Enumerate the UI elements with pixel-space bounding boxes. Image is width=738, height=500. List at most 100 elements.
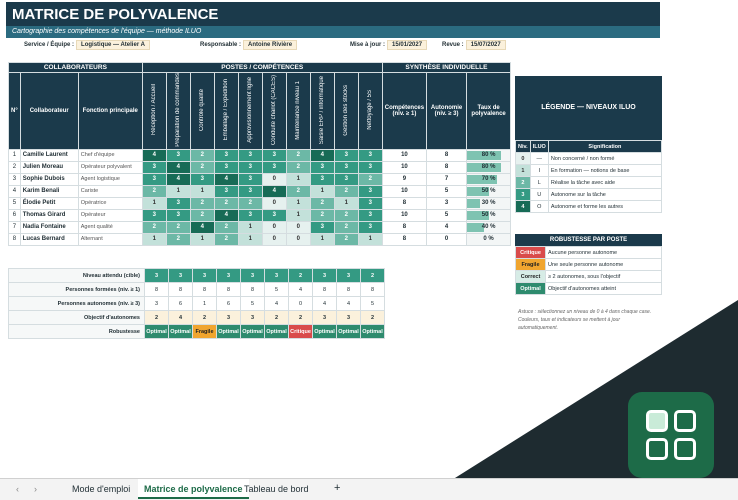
skill-level-cell[interactable]: 3: [237, 184, 263, 198]
skill-level-cell[interactable]: 4: [213, 172, 239, 186]
summary-value[interactable]: 4: [168, 310, 193, 325]
skill-level-cell[interactable]: 3: [261, 148, 287, 162]
tab-prev-arrow[interactable]: ‹: [16, 484, 19, 494]
skill-level-cell[interactable]: 3: [165, 208, 191, 222]
skill-level-cell[interactable]: 1: [309, 184, 335, 198]
skill-level-cell[interactable]: 0: [261, 220, 287, 234]
skill-level-cell[interactable]: 2: [141, 184, 167, 198]
skill-level-cell[interactable]: 2: [189, 148, 215, 162]
skill-level-cell[interactable]: 2: [213, 220, 239, 234]
summary-value[interactable]: 3: [240, 310, 265, 325]
skill-level-cell[interactable]: 3: [141, 172, 167, 186]
skill-level-cell[interactable]: 1: [357, 232, 383, 246]
skill-level-cell[interactable]: 3: [333, 160, 359, 174]
skill-level-cell[interactable]: 2: [165, 220, 191, 234]
skill-level-cell[interactable]: 3: [141, 160, 167, 174]
tab-matrice[interactable]: Matrice de polyvalence: [138, 479, 249, 499]
skill-level-cell[interactable]: 1: [237, 232, 263, 246]
skill-level-cell[interactable]: 4: [261, 184, 287, 198]
skill-level-cell[interactable]: 0: [285, 232, 311, 246]
skill-level-cell[interactable]: 3: [357, 196, 383, 210]
skill-level-cell[interactable]: 2: [333, 208, 359, 222]
skill-level-cell[interactable]: 3: [165, 196, 191, 210]
skill-level-cell[interactable]: 1: [189, 184, 215, 198]
skill-level-cell[interactable]: 3: [213, 184, 239, 198]
summary-value[interactable]: 3: [312, 268, 337, 283]
skill-level-cell[interactable]: 1: [309, 232, 335, 246]
summary-value[interactable]: 2: [288, 310, 313, 325]
skill-level-cell[interactable]: 3: [261, 160, 287, 174]
skill-level-cell[interactable]: 1: [165, 184, 191, 198]
skill-level-cell[interactable]: 2: [141, 220, 167, 234]
skill-level-cell[interactable]: 3: [237, 160, 263, 174]
summary-value[interactable]: 2: [192, 310, 217, 325]
skill-level-cell[interactable]: 2: [357, 172, 383, 186]
skill-level-cell[interactable]: 0: [285, 220, 311, 234]
skill-level-cell[interactable]: 1: [285, 208, 311, 222]
summary-value[interactable]: 3: [312, 310, 337, 325]
skill-level-cell[interactable]: 1: [285, 196, 311, 210]
skill-level-cell[interactable]: 4: [165, 160, 191, 174]
summary-value[interactable]: 2: [144, 310, 169, 325]
skill-level-cell[interactable]: 1: [189, 232, 215, 246]
revue-value[interactable]: 15/07/2027: [465, 40, 506, 50]
skill-level-cell[interactable]: 3: [357, 160, 383, 174]
skill-level-cell[interactable]: 2: [189, 196, 215, 210]
summary-value[interactable]: 3: [264, 268, 289, 283]
skill-level-cell[interactable]: 3: [357, 184, 383, 198]
skill-level-cell[interactable]: 1: [141, 232, 167, 246]
skill-level-cell[interactable]: 4: [165, 172, 191, 186]
skill-level-cell[interactable]: 3: [213, 148, 239, 162]
skill-level-cell[interactable]: 3: [357, 208, 383, 222]
tab-next-arrow[interactable]: ›: [34, 484, 37, 494]
tab-mode-emploi[interactable]: Mode d'emploi: [72, 484, 131, 494]
skill-level-cell[interactable]: 3: [309, 220, 335, 234]
skill-level-cell[interactable]: 4: [309, 148, 335, 162]
skill-level-cell[interactable]: 2: [285, 160, 311, 174]
skill-level-cell[interactable]: 2: [309, 208, 335, 222]
summary-value[interactable]: 3: [216, 268, 241, 283]
summary-value[interactable]: 2: [360, 268, 385, 283]
summary-value[interactable]: 3: [336, 268, 361, 283]
skill-level-cell[interactable]: 2: [213, 196, 239, 210]
skill-level-cell[interactable]: 2: [237, 196, 263, 210]
skill-level-cell[interactable]: 4: [189, 220, 215, 234]
skill-level-cell[interactable]: 3: [237, 208, 263, 222]
add-sheet-button[interactable]: +: [334, 482, 341, 494]
skill-level-cell[interactable]: 4: [141, 148, 167, 162]
skill-level-cell[interactable]: 2: [309, 196, 335, 210]
summary-value[interactable]: 3: [240, 268, 265, 283]
summary-value[interactable]: 3: [216, 310, 241, 325]
skill-level-cell[interactable]: 2: [285, 184, 311, 198]
responsable-value[interactable]: Antoine Rivière: [243, 40, 298, 50]
summary-value[interactable]: 2: [360, 310, 385, 325]
skill-level-cell[interactable]: 3: [189, 172, 215, 186]
skill-level-cell[interactable]: 2: [333, 184, 359, 198]
summary-value[interactable]: 3: [336, 310, 361, 325]
skill-level-cell[interactable]: 1: [285, 172, 311, 186]
skill-level-cell[interactable]: 1: [141, 196, 167, 210]
skill-level-cell[interactable]: 0: [261, 232, 287, 246]
skill-level-cell[interactable]: 3: [357, 148, 383, 162]
skill-level-cell[interactable]: 2: [213, 232, 239, 246]
skill-level-cell[interactable]: 2: [285, 148, 311, 162]
skill-level-cell[interactable]: 3: [165, 148, 191, 162]
skill-level-cell[interactable]: 1: [333, 196, 359, 210]
skill-level-cell[interactable]: 1: [237, 220, 263, 234]
skill-level-cell[interactable]: 3: [237, 172, 263, 186]
skill-level-cell[interactable]: 3: [141, 208, 167, 222]
skill-level-cell[interactable]: 0: [261, 196, 287, 210]
skill-level-cell[interactable]: 2: [165, 232, 191, 246]
summary-value[interactable]: 3: [168, 268, 193, 283]
summary-value[interactable]: 3: [144, 268, 169, 283]
skill-level-cell[interactable]: 2: [333, 220, 359, 234]
summary-value[interactable]: 2: [288, 268, 313, 283]
skill-level-cell[interactable]: 2: [189, 160, 215, 174]
skill-level-cell[interactable]: 2: [189, 208, 215, 222]
skill-level-cell[interactable]: 3: [357, 220, 383, 234]
skill-level-cell[interactable]: 4: [213, 208, 239, 222]
skill-level-cell[interactable]: 2: [333, 232, 359, 246]
summary-value[interactable]: 3: [192, 268, 217, 283]
skill-level-cell[interactable]: 3: [261, 208, 287, 222]
skill-level-cell[interactable]: 3: [309, 172, 335, 186]
